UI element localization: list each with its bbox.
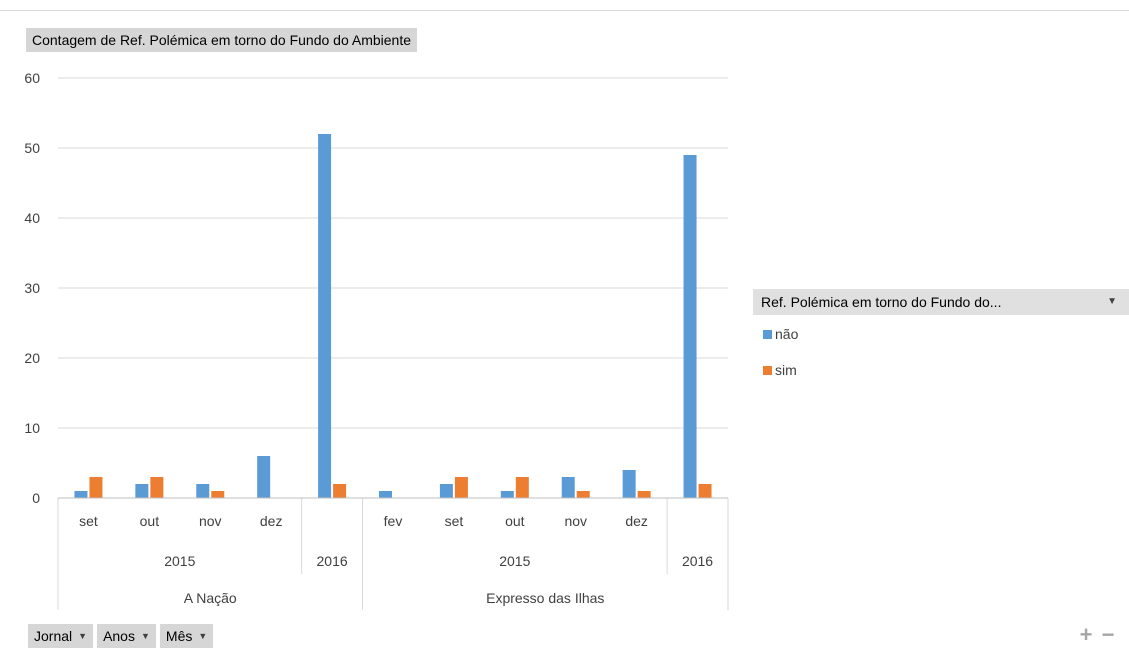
chart-frame-top-border <box>0 10 1129 11</box>
bar-nao <box>561 477 575 498</box>
field-button-jornal[interactable]: Jornal ▼ <box>28 624 94 648</box>
chevron-down-icon[interactable]: ▼ <box>1107 296 1117 307</box>
bar-nao <box>439 484 453 498</box>
x-tick-label-jornal: A Nação <box>184 590 237 606</box>
field-button-jornal-label: Jornal <box>34 628 73 644</box>
legend-swatch-nao <box>763 329 772 339</box>
x-tick-label-jornal: Expresso das Ilhas <box>486 590 604 606</box>
bar-sim <box>89 477 103 498</box>
legend-swatch-sim <box>763 365 772 375</box>
x-tick-label-month: set <box>79 513 98 529</box>
x-tick-label-month: fev <box>384 513 403 529</box>
x-tick-label-month: dez <box>260 513 283 529</box>
x-tick-label-month: out <box>505 513 525 529</box>
y-tick-label: 60 <box>24 70 40 86</box>
bar-sim <box>637 491 651 498</box>
bar-nao <box>622 470 636 498</box>
bar-sim <box>333 484 347 498</box>
bar-nao <box>196 484 210 498</box>
x-tick-label-year: 2016 <box>682 553 713 569</box>
bar-sim <box>698 484 712 498</box>
bar-nao <box>135 484 149 498</box>
zoom-controls: + − <box>1076 624 1118 646</box>
legend-filter-header[interactable]: Ref. Polémica em torno do Fundo do... ▼ <box>753 289 1129 315</box>
legend-label-nao: não <box>775 326 799 342</box>
legend-item-sim: sim <box>763 362 797 378</box>
bar-nao <box>74 491 88 498</box>
field-button-mes[interactable]: Mês ▼ <box>159 624 214 648</box>
legend-label-sim: sim <box>775 362 797 378</box>
y-tick-label: 40 <box>24 210 40 226</box>
bar-nao <box>318 134 332 498</box>
x-tick-label-month: out <box>140 513 160 529</box>
chart-title[interactable]: Contagem de Ref. Polémica em torno do Fu… <box>26 28 417 52</box>
expand-field-button[interactable]: + <box>1079 622 1093 647</box>
y-tick-label: 0 <box>32 490 40 506</box>
bar-nao <box>257 456 271 498</box>
bar-sim <box>211 491 225 498</box>
collapse-field-button[interactable]: − <box>1101 622 1115 647</box>
field-button-mes-label: Mês <box>165 628 193 644</box>
x-tick-label-year: 2015 <box>499 553 530 569</box>
x-tick-label-month: dez <box>625 513 648 529</box>
field-button-anos-label: Anos <box>103 628 135 644</box>
axis-field-buttons: Jornal ▼ Anos ▼ Mês ▼ <box>28 624 214 648</box>
x-tick-label-year: 2016 <box>317 553 348 569</box>
y-tick-label: 10 <box>24 420 40 436</box>
chevron-down-icon: ▼ <box>198 631 208 641</box>
bar-sim <box>515 477 529 498</box>
x-tick-label-year: 2015 <box>164 553 195 569</box>
legend-title: Ref. Polémica em torno do Fundo do... <box>761 294 1002 310</box>
y-tick-label: 30 <box>24 280 40 296</box>
bar-sim <box>454 477 468 498</box>
y-tick-label: 20 <box>24 350 40 366</box>
x-tick-label-month: set <box>445 513 464 529</box>
bar-nao <box>500 491 514 498</box>
bar-sim <box>576 491 590 498</box>
y-tick-label: 50 <box>24 140 40 156</box>
chevron-down-icon: ▼ <box>140 631 150 641</box>
bar-sim <box>150 477 164 498</box>
field-button-anos[interactable]: Anos ▼ <box>97 624 156 648</box>
bar-nao <box>379 491 392 498</box>
x-tick-label-month: nov <box>199 513 222 529</box>
legend-item-nao: não <box>763 326 798 342</box>
bar-nao <box>683 155 697 498</box>
x-tick-label-month: nov <box>564 513 587 529</box>
chevron-down-icon: ▼ <box>78 631 88 641</box>
